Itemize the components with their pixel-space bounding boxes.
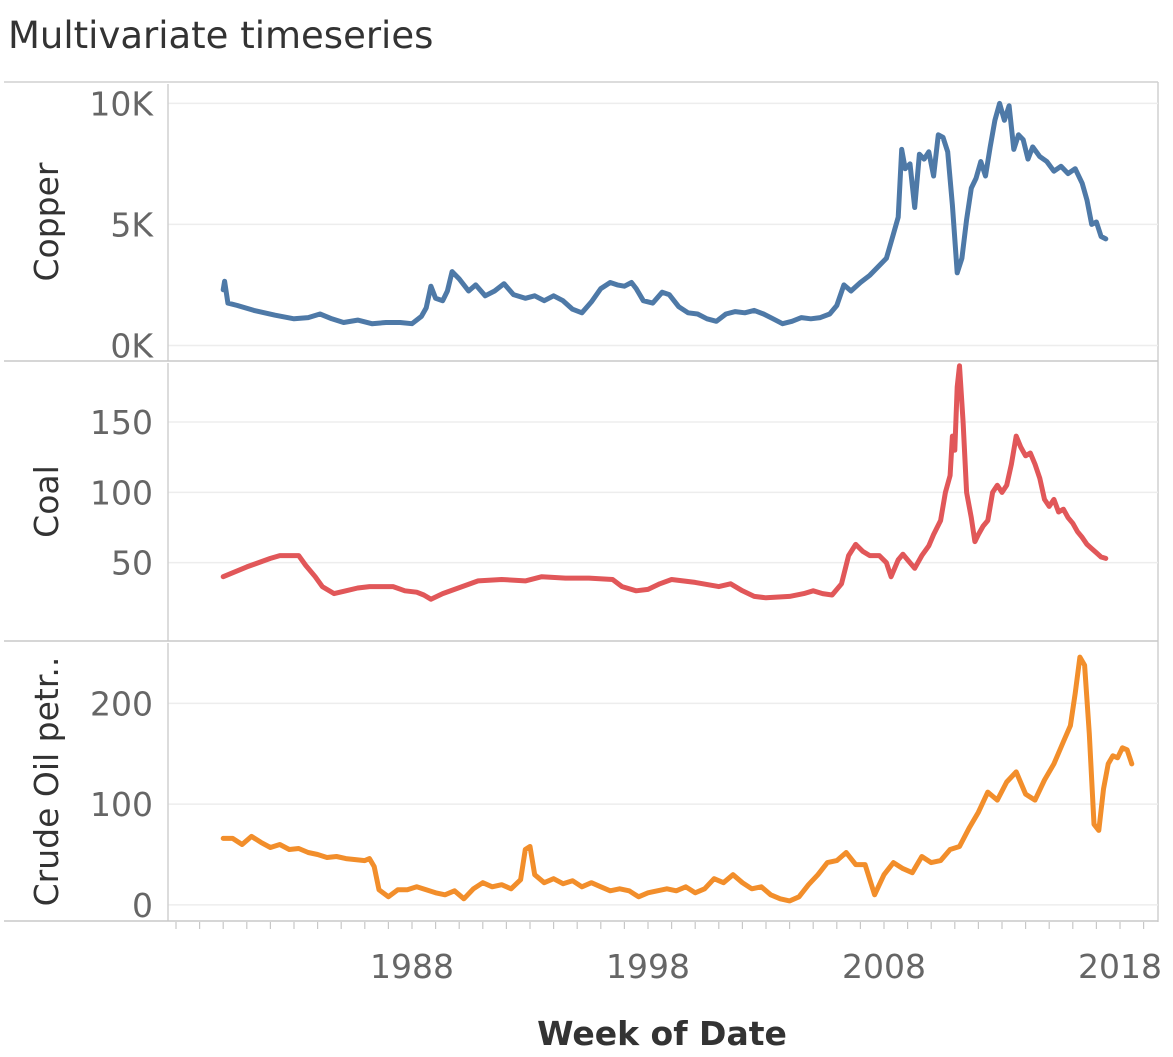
x-tick-label: 2018	[1078, 947, 1162, 986]
y-tick-label: 10K	[89, 84, 154, 123]
panel-label: Coal	[27, 465, 66, 538]
y-tick-label: 0	[132, 886, 153, 925]
panel-3: 0 100 200 Crude Oil petr..	[4, 643, 1158, 925]
x-tick-label: 1988	[370, 947, 454, 986]
x-tick-label: 1998	[606, 947, 690, 986]
panel-1: 0K 5K 10K Copper	[4, 84, 1158, 365]
series-line-2	[220, 363, 1109, 602]
x-axis: 1988 1998 2008 2018	[175, 922, 1162, 986]
series-line-1	[220, 100, 1109, 327]
panel-label: Crude Oil petr..	[27, 657, 66, 907]
y-tick-label: 100	[90, 785, 153, 824]
panel-label: Copper	[27, 162, 66, 281]
y-tick-label: 200	[90, 684, 153, 723]
series-line-3	[220, 654, 1135, 904]
y-tick-label: 0K	[110, 326, 154, 365]
panels-layer: 0K 5K 10K Copper 50 100 150 Coal 0 100 200 Crude Oi…	[4, 81, 1159, 925]
x-tick-label: 2008	[842, 947, 926, 986]
chart-title: Multivariate timeseries	[8, 14, 434, 57]
panel-2: 50 100 150 Coal	[4, 363, 1158, 642]
y-tick-label: 150	[90, 403, 153, 442]
y-tick-label: 100	[90, 473, 153, 512]
x-axis-label: Week of Date	[537, 1014, 787, 1053]
y-tick-label: 50	[111, 544, 153, 583]
y-tick-label: 5K	[110, 205, 154, 244]
